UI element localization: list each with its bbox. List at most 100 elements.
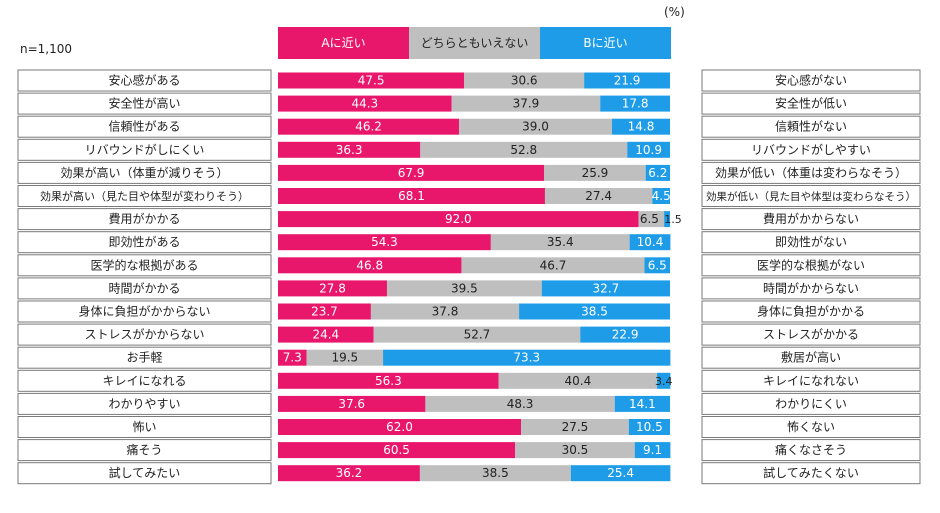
left-label-box	[17, 254, 272, 277]
data-label-1: 68.1	[398, 189, 425, 203]
bar-segment-1	[278, 372, 499, 389]
bar-segment-3	[580, 326, 670, 343]
data-label-2: 6.5	[640, 212, 659, 226]
bar-segment-1	[278, 211, 639, 228]
bar-segment-2	[544, 188, 653, 204]
data-label-2: 35.4	[547, 235, 574, 249]
left-label-box	[17, 439, 272, 462]
data-label-1: 62.0	[386, 420, 413, 434]
bar-segment-2	[373, 326, 581, 343]
data-label-2: 52.8	[510, 143, 537, 157]
right-label-box	[701, 277, 921, 300]
legend-swatch-2	[409, 27, 540, 59]
legend: Aに近い どちらともいえない Bに近い	[278, 27, 671, 59]
bar-segment-2	[459, 118, 612, 135]
bar-segment-2	[370, 303, 520, 320]
data-label-3: 6.2	[648, 166, 667, 180]
bar-segment-1	[278, 188, 545, 204]
right-label-box	[701, 185, 921, 207]
bar-segment-3	[541, 280, 670, 297]
bar-segment-3	[645, 164, 670, 181]
category-a-label: 安全性が高い	[108, 96, 180, 111]
legend-swatch-1	[278, 27, 409, 59]
data-label-3: 4.5	[652, 189, 671, 203]
category-a-label: 信頼性がある	[108, 119, 180, 134]
bar-segment-1	[278, 395, 426, 412]
category-a-label: 怖い	[132, 419, 156, 434]
left-label-box	[17, 161, 272, 184]
bar-segment-3	[628, 419, 670, 435]
data-label-2: 30.5	[562, 443, 589, 457]
legend-label-1: Aに近い	[321, 36, 365, 50]
category-a-label: 痛そう	[126, 442, 162, 457]
bar-segment-3	[627, 141, 670, 158]
category-a-label: 費用がかかる	[108, 211, 180, 226]
bar-segment-1	[278, 164, 545, 181]
category-a-label: 試してみたい	[109, 465, 181, 480]
data-label-2: 38.5	[482, 466, 509, 480]
right-label-box	[701, 300, 921, 323]
bar-segment-3	[644, 257, 670, 274]
right-label-box	[701, 69, 921, 92]
right-label-box	[701, 254, 921, 277]
category-b-label: ストレスがかかる	[763, 327, 859, 342]
category-a-label: 医学的な根拠がある	[90, 257, 198, 272]
right-label-box	[701, 92, 921, 115]
right-label-box	[701, 231, 921, 254]
data-label-1: 67.9	[398, 166, 425, 180]
category-b-label: 安心感がない	[775, 73, 847, 88]
data-label-3: 25.4	[607, 466, 634, 480]
category-b-label: 即効性がない	[775, 234, 847, 249]
data-label-2: 48.3	[507, 397, 534, 411]
category-a-label: お手軽	[126, 351, 162, 365]
category-b-label: 医学的な根拠がない	[757, 257, 865, 272]
left-label-box	[17, 231, 272, 254]
data-label-2: 40.4	[565, 374, 592, 388]
left-label-box	[17, 392, 272, 415]
category-b-label: 怖くない	[787, 419, 835, 434]
data-label-2: 37.8	[432, 305, 459, 319]
data-label-2: 30.6	[511, 74, 538, 88]
data-label-1: 37.6	[338, 397, 365, 411]
category-b-label: 信頼性がない	[775, 119, 847, 134]
data-label-1: 56.3	[375, 374, 402, 388]
data-label-1: 24.4	[312, 328, 339, 342]
data-label-1: 46.8	[356, 258, 383, 272]
left-label-box	[17, 208, 272, 231]
category-a-label: 時間がかかる	[108, 280, 180, 295]
category-b-label: リバウンドがしやすい	[751, 142, 871, 157]
bar-segment-1	[278, 303, 371, 320]
data-label-1: 60.5	[383, 443, 410, 457]
data-label-1: 92.0	[445, 212, 472, 226]
bar-segment-1	[278, 141, 421, 158]
category-b-label: 効果が低い（体重は変わらなそう）	[715, 165, 907, 180]
bar-segment-2	[498, 372, 658, 389]
data-label-1: 7.3	[283, 351, 302, 365]
bar-segment-2	[425, 395, 615, 412]
bar-segment-2	[461, 257, 645, 274]
data-label-3: 10.5	[636, 420, 663, 434]
left-label-box	[17, 115, 272, 138]
data-label-1: 23.7	[311, 305, 338, 319]
data-label-2: 27.5	[562, 420, 589, 434]
bar-segment-2	[386, 280, 542, 297]
bar-segment-1	[278, 95, 452, 112]
data-label-2: 39.0	[522, 120, 549, 134]
bar-segment-3	[611, 118, 670, 135]
right-label-box	[701, 161, 921, 184]
right-label-box	[701, 115, 921, 138]
right-label-box	[701, 346, 921, 369]
sample-size-label: n=1,100	[20, 42, 72, 56]
data-label-3: 10.4	[637, 235, 664, 249]
bar-segment-1	[278, 419, 522, 435]
legend-swatch-3	[540, 27, 671, 59]
data-label-2: 27.4	[585, 189, 612, 203]
left-label-box	[17, 92, 272, 115]
bar-segment-2	[515, 442, 635, 459]
data-label-2: 19.5	[331, 351, 358, 365]
bar-segment-1	[278, 234, 491, 251]
category-b-label: 安全性が低い	[775, 96, 847, 111]
bar-segment-3	[629, 234, 671, 251]
bar-segment-2	[306, 349, 384, 366]
